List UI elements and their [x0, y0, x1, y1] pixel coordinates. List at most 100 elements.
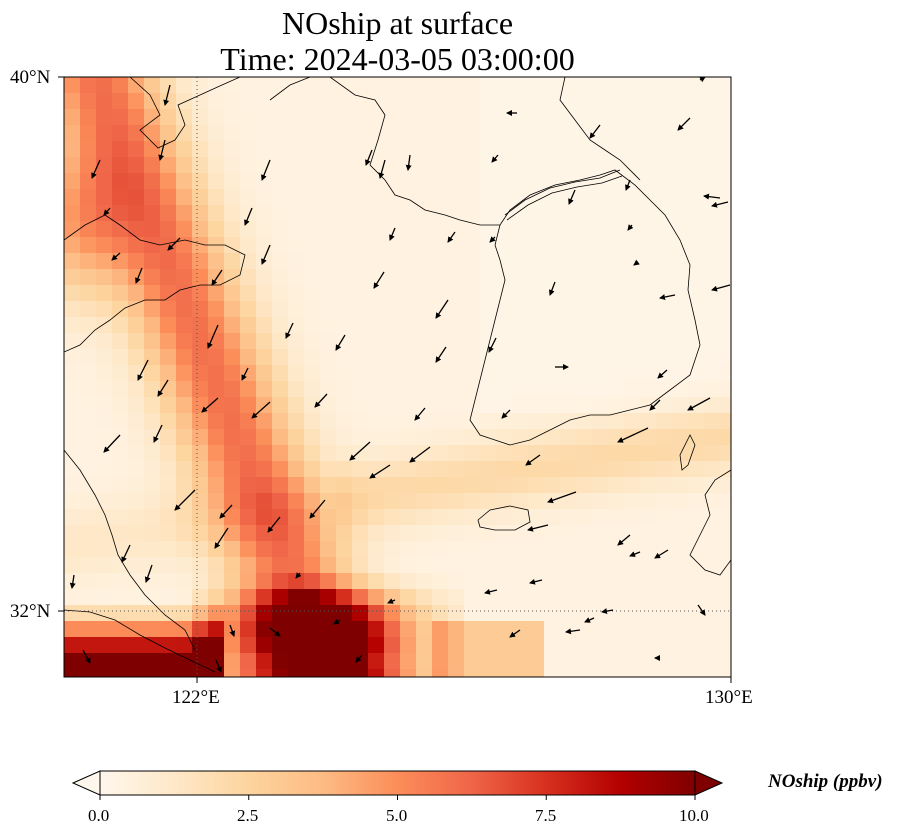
concentration-cell [288, 269, 305, 286]
concentration-cell [576, 381, 593, 398]
wind-arrow [703, 193, 721, 200]
concentration-cell [96, 541, 113, 558]
concentration-cell [720, 269, 731, 286]
concentration-cell [128, 381, 145, 398]
concentration-cell [304, 205, 321, 222]
concentration-cell [592, 637, 609, 654]
coastline-japan [689, 469, 731, 576]
concentration-cell [656, 477, 673, 494]
concentration-cell [320, 317, 337, 334]
concentration-cell [80, 317, 97, 334]
concentration-cell [160, 253, 177, 270]
concentration-cell [272, 493, 289, 510]
concentration-cell [608, 429, 625, 446]
concentration-cell [400, 381, 417, 398]
concentration-cell [544, 477, 561, 494]
concentration-cell [672, 573, 689, 590]
concentration-cell [480, 285, 497, 302]
concentration-cell [80, 189, 97, 206]
concentration-cell [256, 461, 273, 478]
concentration-cell [576, 573, 593, 590]
wind-arrow [489, 236, 496, 243]
concentration-cell [528, 557, 545, 574]
concentration-cell [96, 573, 113, 590]
concentration-cell [400, 317, 417, 334]
concentration-cell [192, 237, 209, 254]
concentration-cell [384, 93, 401, 110]
concentration-cell [64, 477, 81, 494]
concentration-cell [608, 653, 625, 670]
concentration-cell [336, 653, 353, 670]
concentration-cell [720, 605, 731, 622]
concentration-cell [448, 269, 465, 286]
concentration-cell [336, 301, 353, 318]
concentration-cell [640, 237, 657, 254]
lon-label-130e: 130°E [705, 687, 753, 708]
concentration-cell [496, 637, 513, 654]
concentration-cell [144, 125, 161, 142]
concentration-cell [672, 397, 689, 414]
concentration-cell [560, 397, 577, 414]
wind-arrow [548, 281, 556, 296]
concentration-cell [416, 301, 433, 318]
concentration-cell [704, 269, 721, 286]
concentration-cell [496, 205, 513, 222]
concentration-cell [160, 157, 177, 174]
concentration-cell [80, 589, 97, 606]
concentration-cell [304, 333, 321, 350]
concentration-cell [512, 301, 529, 318]
concentration-cell [192, 77, 209, 94]
concentration-cell [336, 525, 353, 542]
concentration-cell [304, 621, 321, 638]
concentration-cell [128, 125, 145, 142]
concentration-cell [128, 285, 145, 302]
concentration-cell [384, 173, 401, 190]
concentration-cell [720, 221, 731, 238]
concentration-cell [304, 349, 321, 366]
concentration-cell [592, 157, 609, 174]
concentration-cell [256, 541, 273, 558]
concentration-cell [96, 365, 113, 382]
concentration-cell [256, 365, 273, 382]
concentration-cell [224, 477, 241, 494]
concentration-cell [192, 333, 209, 350]
concentration-cell [160, 605, 177, 622]
concentration-cell [416, 333, 433, 350]
concentration-cell [192, 637, 209, 654]
concentration-cell [384, 381, 401, 398]
concentration-cell [80, 157, 97, 174]
concentration-cell [240, 573, 257, 590]
concentration-cell [160, 413, 177, 430]
concentration-cell [416, 349, 433, 366]
concentration-cell [560, 93, 577, 110]
concentration-cell [416, 285, 433, 302]
concentration-cell [688, 557, 705, 574]
concentration-cell [208, 397, 225, 414]
concentration-cell [224, 509, 241, 526]
concentration-cell [336, 125, 353, 142]
concentration-cell [704, 221, 721, 238]
concentration-cell [576, 285, 593, 302]
concentration-cell [272, 205, 289, 222]
concentration-cell [416, 125, 433, 142]
concentration-cell [464, 493, 481, 510]
concentration-cell [608, 349, 625, 366]
concentration-cell [352, 205, 369, 222]
concentration-cell [368, 573, 385, 590]
concentration-cell [464, 557, 481, 574]
wind-arrow [103, 434, 121, 453]
concentration-cell [256, 669, 273, 677]
concentration-cell [656, 429, 673, 446]
concentration-cell [720, 525, 731, 542]
concentration-cell [256, 317, 273, 334]
concentration-cell [80, 301, 97, 318]
concentration-cell [368, 157, 385, 174]
concentration-cell [512, 381, 529, 398]
concentration-cell [592, 173, 609, 190]
concentration-cell [400, 333, 417, 350]
concentration-cell [592, 93, 609, 110]
concentration-cell [384, 333, 401, 350]
concentration-cell [416, 397, 433, 414]
concentration-cell [112, 461, 129, 478]
concentration-cell [288, 445, 305, 462]
